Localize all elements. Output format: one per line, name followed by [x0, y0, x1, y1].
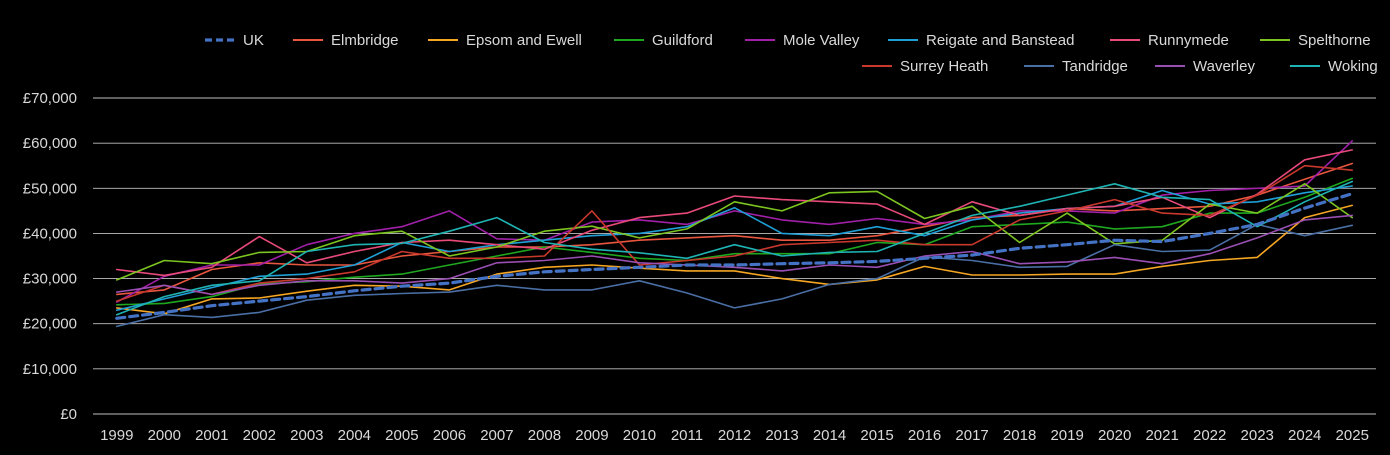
legend-label: Elmbridge — [331, 32, 399, 49]
series-line-epsom-and-ewell — [116, 204, 1353, 315]
x-tick-label: 2006 — [433, 427, 466, 444]
series-lines — [115, 140, 1354, 328]
series-line-mole-valley — [116, 140, 1353, 303]
series-line-surrey-heath — [116, 164, 1353, 302]
series-line-reigate-and-banstead — [116, 185, 1353, 312]
y-tick-label: £60,000 — [23, 135, 77, 152]
legend-item-uk: UK — [205, 32, 264, 49]
x-tick-label: 2012 — [718, 427, 751, 444]
x-tick-label: 2019 — [1050, 427, 1083, 444]
legend-item-spelthorne: Spelthorne — [1260, 32, 1371, 49]
y-tick-label: £20,000 — [23, 316, 77, 333]
legend-label: Waverley — [1193, 58, 1255, 75]
x-tick-label: 2022 — [1193, 427, 1226, 444]
x-tick-label: 2021 — [1145, 427, 1178, 444]
legend-label: Surrey Heath — [900, 58, 988, 75]
x-tick-label: 2018 — [1003, 427, 1036, 444]
x-tick-label: 2011 — [671, 427, 703, 444]
x-tick-label: 2016 — [908, 427, 941, 444]
legend-label: Guildford — [652, 32, 713, 49]
x-tick-label: 2025 — [1336, 427, 1369, 444]
y-axis-tick-labels: £0 £10,000 £20,000 £30,000 £40,000 £50,000 £60… — [23, 90, 77, 423]
x-tick-label: 2017 — [955, 427, 988, 444]
y-tick-label: £10,000 — [23, 361, 77, 378]
legend-label: Woking — [1328, 58, 1378, 75]
legend-label: Reigate and Banstead — [926, 32, 1074, 49]
series-line-woking — [116, 180, 1353, 316]
legend-label: Epsom and Ewell — [466, 32, 582, 49]
x-tick-label: 2001 — [195, 427, 228, 444]
y-tick-label: £40,000 — [23, 225, 77, 242]
y-tick-label: £0 — [60, 406, 77, 423]
legend-label: Spelthorne — [1298, 32, 1371, 49]
legend-item-reigate-and-banstead: Reigate and Banstead — [888, 32, 1074, 49]
series-line-waverley — [116, 214, 1353, 296]
x-tick-label: 2014 — [813, 427, 846, 444]
legend-label: Tandridge — [1062, 58, 1128, 75]
x-tick-label: 2023 — [1241, 427, 1274, 444]
series-line-uk — [115, 192, 1354, 320]
series-line-runnymede — [116, 149, 1353, 277]
x-tick-label: 2000 — [148, 427, 181, 444]
legend-item-elmbridge: Elmbridge — [293, 32, 399, 49]
y-tick-label: £70,000 — [23, 90, 77, 107]
legend-label: Mole Valley — [783, 32, 860, 49]
x-tick-label: 2009 — [575, 427, 608, 444]
legend-item-surrey-heath: Surrey Heath — [862, 58, 988, 75]
x-tick-label: 2013 — [765, 427, 798, 444]
x-tick-label: 2003 — [290, 427, 323, 444]
x-tick-label: 2015 — [860, 427, 893, 444]
legend-label: Runnymede — [1148, 32, 1229, 49]
x-tick-label: 2005 — [385, 427, 418, 444]
y-tick-label: £30,000 — [23, 271, 77, 288]
legend-item-tandridge: Tandridge — [1024, 58, 1128, 75]
legend-item-runnymede: Runnymede — [1110, 32, 1229, 49]
legend: UK Elmbridge Epsom and Ewell Guildford Mole … — [205, 32, 1378, 75]
legend-label: UK — [243, 32, 264, 49]
x-tick-label: 2007 — [480, 427, 513, 444]
x-tick-label: 2010 — [623, 427, 656, 444]
x-tick-label: 2024 — [1288, 427, 1321, 444]
legend-item-woking: Woking — [1290, 58, 1378, 75]
x-tick-label: 1999 — [100, 427, 133, 444]
x-tick-label: 2002 — [243, 427, 276, 444]
x-tick-label: 2004 — [338, 427, 371, 444]
legend-item-mole-valley: Mole Valley — [745, 32, 860, 49]
y-tick-label: £50,000 — [23, 180, 77, 197]
legend-item-epsom-and-ewell: Epsom and Ewell — [428, 32, 582, 49]
legend-item-guildford: Guildford — [614, 32, 713, 49]
x-axis-tick-labels: 1999 2000 2001 2002 2003 2004 2005 2006 2007 2008… — [100, 427, 1369, 444]
legend-item-waverley: Waverley — [1155, 58, 1255, 75]
x-tick-label: 2008 — [528, 427, 561, 444]
x-tick-label: 2020 — [1098, 427, 1131, 444]
series-line-tandridge — [116, 223, 1353, 328]
